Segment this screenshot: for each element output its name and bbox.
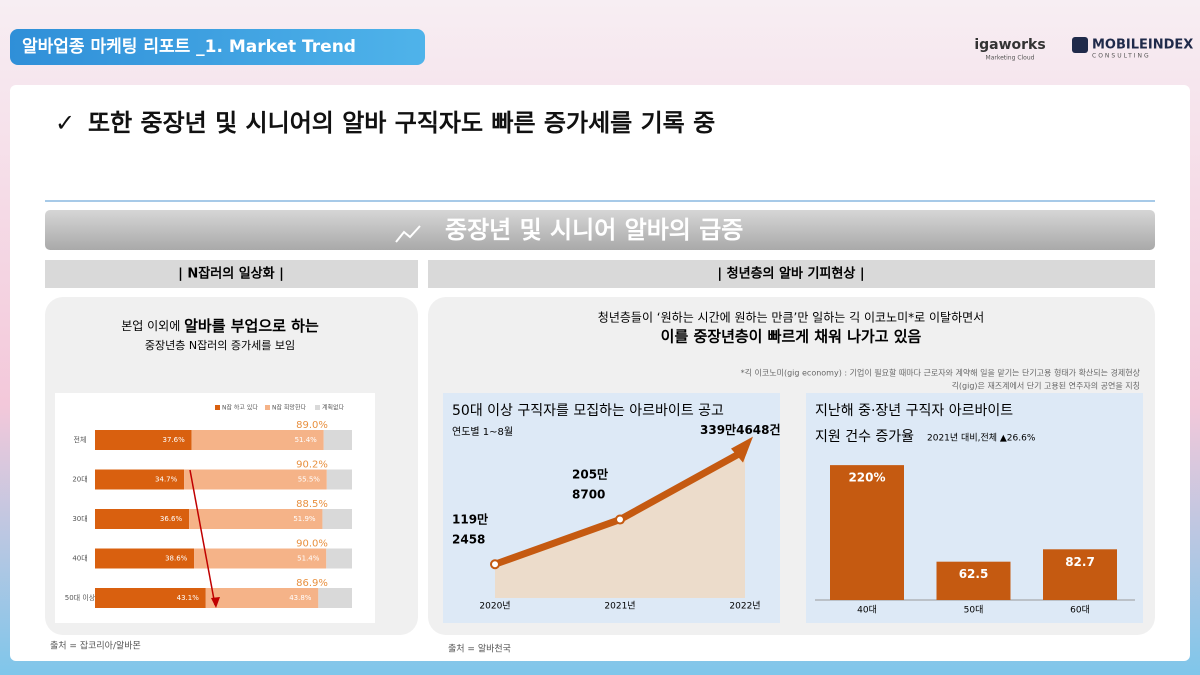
chart-subtitle: 연도별 1~8월 [452,426,513,438]
value-label: 38.6% [165,555,188,563]
value-label: 51.9% [293,515,316,523]
legend-label: N잡 희망한다 [272,404,306,412]
legend-label: 계획없다 [322,404,345,412]
label-part: 205만 [572,466,608,481]
bar-segment [326,548,352,569]
label-part: 8700 [572,487,605,501]
value-label: 205만 8700 [572,466,608,501]
banner-title: 중장년 및 시니어 알바의 급증 [445,216,743,244]
logo-icon [1072,37,1088,53]
y-tick-label: 50대 이상 [65,593,96,602]
total-label: 86.9% [296,578,328,589]
logo: MOBILEINDEX [1092,38,1193,53]
bar-segment [318,588,352,608]
arrow-head [211,597,220,608]
y-tick-label: 20대 [72,476,87,484]
footnote: 긱(gig)은 재즈계에서 단기 고용된 연주자의 공연을 지칭 [952,381,1140,391]
x-tick-label: 40대 [857,605,877,616]
bar [830,465,904,600]
section-title: | N잡러의 일상화 | [178,266,284,282]
bar-segment [95,548,195,569]
value-label: 82.7 [1065,555,1095,569]
headline: 또한 중장년 및 시니어의 알바 구직자도 빠른 증가세를 기록 중 [88,109,715,137]
value-label: 51.4% [295,436,318,444]
legend-swatch [265,405,270,410]
y-tick-label: 전체 [74,435,87,444]
total-label: 89.0% [296,420,328,431]
value-label: 43.8% [289,594,312,602]
y-tick-label: 40대 [72,555,87,563]
text-strong: 알바를 부업으로 하는 [184,317,319,335]
bar-segment [189,509,323,529]
legend-swatch [215,405,220,410]
label-part: 2458 [452,532,485,546]
x-tick-label: 50대 [964,605,984,616]
footnote: *긱 이코노미(gig economy) : 기업이 필요할 때마다 근로자와 … [741,368,1141,378]
value-label: 51.4% [297,555,320,563]
value-label: 220% [848,471,885,485]
logo-sub: Marketing Cloud [986,55,1035,62]
total-label: 90.2% [296,460,328,471]
text: 본업 이외에 [121,319,184,333]
bar [1043,549,1117,600]
value-label: 62.5 [959,567,989,581]
value-label: 339만4648건 [700,422,781,437]
legend-label: N잡 하고 있다 [222,404,258,412]
bar-segment [205,588,319,608]
value-label: 55.5% [298,476,321,484]
panel-text: 청년층들이 ‘원하는 시간에 원하는 만큼’만 일하는 긱 이코노미*로 이탈하… [598,311,984,325]
bar-segment [326,469,352,490]
x-tick-label: 2021년 [604,601,635,612]
bar-segment [194,548,327,569]
source: 출처 = 잡코리아/알바몬 [50,640,141,652]
bar-segment [322,509,352,529]
logo: igaworks [974,37,1045,53]
bar-segment [184,469,327,490]
value-label: 34.7% [155,476,178,484]
chart-title: 50대 이상 구직자를 모집하는 아르바이트 공고 [452,403,724,419]
chart-title: 지원 건수 증가율 [815,429,914,445]
arrow [189,469,216,606]
point [490,559,500,570]
x-tick-label: 2020년 [479,601,510,612]
section-title: | 청년층의 알바 기피현상 | [717,266,864,282]
value-label: 119만 2458 [452,511,488,546]
bar [936,561,1011,600]
bar-segment [323,430,352,450]
legend-swatch [315,405,320,410]
bar-segment [95,430,192,450]
chart-icon [395,225,421,243]
x-tick-label: 2022년 [729,601,760,612]
section-header [45,260,418,288]
section-header [428,260,1155,288]
total-label: 88.5% [296,499,328,510]
arrow-head [731,436,753,463]
source: 출처 = 알바천국 [448,643,511,655]
label-part: 119만 [452,511,488,526]
banner [45,210,1155,250]
panel-text: 본업 이외에 알바를 부업으로 하는 [121,317,319,335]
header-title: 알바업종 마케팅 리포트 _1. Market Trend [22,37,356,57]
bar-segment [95,588,206,608]
point [615,514,625,525]
chart-title: 지난해 중·장년 구직자 아르바이트 [815,403,1013,419]
check-icon: ✓ [55,109,75,137]
x-tick-label: 60대 [1070,605,1090,616]
value-label: 36.6% [160,515,183,523]
header-pill [10,29,425,65]
bar-segment [95,509,190,529]
bar-segment [191,430,324,450]
bar-segment [95,469,185,490]
chart-subtitle: 2021년 대비,전체 ▲26.6% [927,433,1036,444]
y-tick-label: 30대 [72,515,87,523]
logo-sub: CONSULTING [1092,53,1151,60]
panel-text: 중장년층 N잡러의 증가세를 보임 [145,339,295,352]
panel-text: 이를 중장년층이 빠르게 채워 나가고 있음 [661,328,922,346]
total-label: 90.0% [296,539,328,550]
value-label: 43.1% [177,594,200,602]
value-label: 37.6% [163,436,186,444]
